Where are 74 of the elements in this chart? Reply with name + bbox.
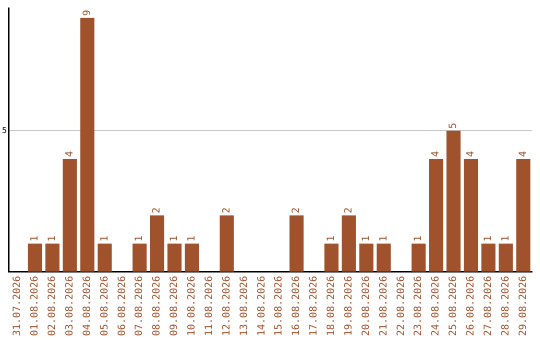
bar xyxy=(376,244,391,272)
data-label: 2 xyxy=(291,207,302,214)
x-tick-label: 03.08.2026 xyxy=(64,276,76,336)
data-label: 4 xyxy=(430,150,442,157)
bar xyxy=(167,244,182,272)
data-label: 2 xyxy=(343,207,354,214)
x-tick-label: 07.08.2026 xyxy=(134,276,146,336)
data-label: 1 xyxy=(378,236,390,242)
data-label: 2 xyxy=(221,207,232,214)
x-tick-label: 20.08.2026 xyxy=(360,276,372,336)
x-tick-label: 05.08.2026 xyxy=(99,276,110,336)
data-label: 1 xyxy=(413,236,424,242)
bar xyxy=(28,244,42,272)
x-tick-label: 25.08.2026 xyxy=(448,276,460,336)
bar xyxy=(464,158,478,272)
bar xyxy=(342,215,356,272)
bar xyxy=(324,244,339,272)
bar xyxy=(446,130,461,272)
data-label: 5 xyxy=(448,122,460,129)
bar xyxy=(429,158,444,272)
x-tick-label: 01.08.2026 xyxy=(30,276,41,336)
x-tick-label: 24.08.2026 xyxy=(430,276,442,336)
x-tick-label: 29.08.2026 xyxy=(518,276,529,336)
x-tick-label: 21.08.2026 xyxy=(378,276,390,336)
bar xyxy=(516,158,530,272)
x-tick-label: 26.08.2026 xyxy=(466,276,477,336)
x-tick-label: 02.08.2026 xyxy=(47,276,58,336)
x-tick-label: 23.08.2026 xyxy=(413,276,424,336)
data-label: 1 xyxy=(500,236,512,242)
data-label: 9 xyxy=(82,10,93,16)
bar xyxy=(45,244,60,272)
x-tick-label: 27.08.2026 xyxy=(482,276,494,336)
data-label: 1 xyxy=(99,236,110,242)
x-tick-label: 28.08.2026 xyxy=(500,276,512,336)
bar xyxy=(498,244,513,272)
data-label: 1 xyxy=(482,236,494,242)
bar xyxy=(184,244,199,272)
x-tick-label: 19.08.2026 xyxy=(343,276,354,336)
bar xyxy=(98,244,112,272)
x-tick-label: 16.08.2026 xyxy=(291,276,302,336)
bar xyxy=(62,158,77,272)
data-label: 4 xyxy=(518,150,529,157)
data-label: 1 xyxy=(47,236,58,242)
data-label: 1 xyxy=(326,236,338,242)
x-tick-label: 08.08.2026 xyxy=(152,276,163,336)
bar xyxy=(290,215,304,272)
data-label: 1 xyxy=(360,236,372,242)
data-label: 1 xyxy=(30,236,41,242)
x-tick-label: 17.08.2026 xyxy=(308,276,320,336)
data-label: 1 xyxy=(186,236,198,242)
x-tick-label: 14.08.2026 xyxy=(256,276,268,336)
x-tick-label: 11.08.2026 xyxy=(204,276,215,336)
x-tick-label: 22.08.2026 xyxy=(396,276,407,336)
bar xyxy=(220,215,234,272)
bar xyxy=(481,244,496,272)
bar xyxy=(412,244,426,272)
bar xyxy=(359,244,374,272)
bar xyxy=(150,215,164,272)
x-tick-label: 10.08.2026 xyxy=(186,276,198,336)
x-tick-label: 15.08.2026 xyxy=(274,276,285,336)
data-label: 1 xyxy=(169,236,180,242)
x-tick-label: 09.08.2026 xyxy=(169,276,180,336)
data-label: 1 xyxy=(134,236,146,242)
bar xyxy=(132,244,147,272)
bar xyxy=(80,18,94,272)
x-tick-label: 06.08.2026 xyxy=(116,276,128,336)
data-label: 4 xyxy=(466,150,477,157)
data-label: 2 xyxy=(152,207,163,214)
x-tick-label: 04.08.2026 xyxy=(82,276,93,336)
x-tick-label: 12.08.2026 xyxy=(221,276,232,336)
x-tick-label: 31.07.2026 xyxy=(12,276,24,336)
x-tick-label: 13.08.2026 xyxy=(238,276,250,336)
data-label: 4 xyxy=(64,150,76,157)
x-tick-label: 18.08.2026 xyxy=(326,276,338,336)
